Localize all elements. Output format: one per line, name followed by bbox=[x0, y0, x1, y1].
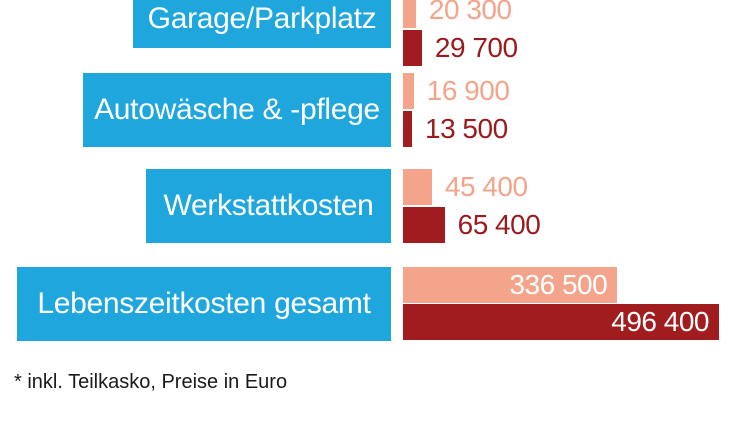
footnote: * inkl. Teilkasko, Preise in Euro bbox=[14, 371, 288, 393]
value-label-light-lebenszeitkosten-gesamt: 336 500 bbox=[509, 269, 608, 300]
bar-light-garage-parkplatz bbox=[403, 0, 416, 28]
value-label-light-garage-parkplatz: 20 300 bbox=[428, 0, 512, 25]
value-label-dark-autowaesche-pflege: 13 500 bbox=[425, 113, 508, 144]
value-label-light-autowaesche-pflege: 16 900 bbox=[426, 75, 510, 106]
value-label-dark-garage-parkplatz: 29 700 bbox=[434, 32, 518, 63]
bar-light-autowaesche-pflege bbox=[403, 73, 414, 109]
category-label-garage-parkplatz: Garage/Parkplatz bbox=[133, 0, 391, 48]
category-label-lebenszeitkosten-gesamt: Lebenszeitkosten gesamt bbox=[17, 267, 391, 341]
category-label-werkstattkosten: Werkstattkosten bbox=[146, 169, 391, 243]
bar-dark-werkstattkosten bbox=[403, 207, 445, 243]
value-label-dark-werkstattkosten: 65 400 bbox=[457, 209, 541, 240]
bar-light-werkstattkosten bbox=[403, 169, 432, 205]
bar-dark-lebenszeitkosten-gesamt bbox=[403, 304, 719, 340]
bar-dark-autowaesche-pflege bbox=[403, 111, 412, 147]
bar-dark-garage-parkplatz bbox=[403, 30, 422, 66]
category-label-autowaesche-pflege: Autowäsche & -pflege bbox=[83, 73, 391, 147]
value-label-dark-lebenszeitkosten-gesamt: 496 400 bbox=[611, 306, 709, 337]
bar-light-lebenszeitkosten-gesamt bbox=[403, 267, 618, 303]
value-label-light-werkstattkosten: 45 400 bbox=[444, 171, 528, 202]
